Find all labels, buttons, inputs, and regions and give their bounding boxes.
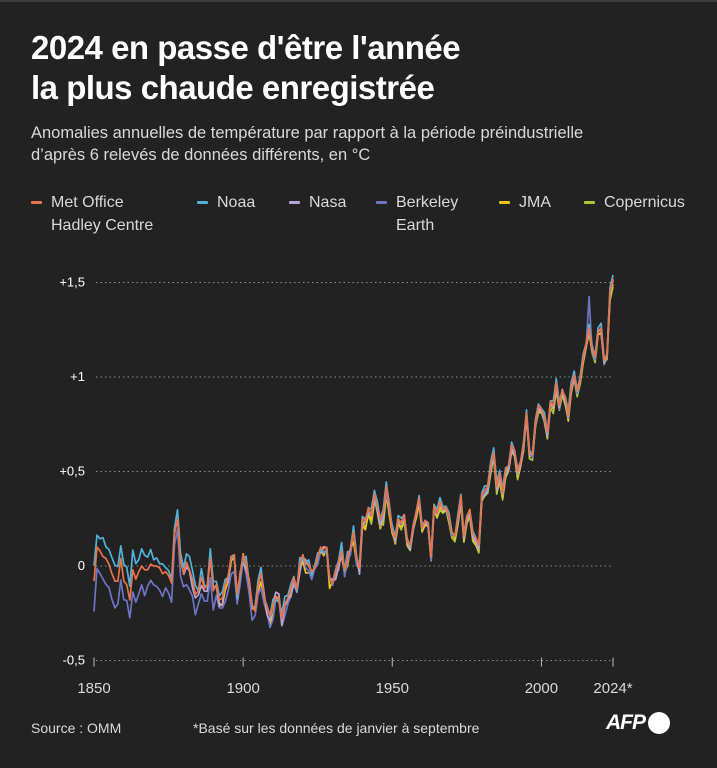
- x-tick-label: 1950: [376, 680, 409, 697]
- legend-label: Met Office: [51, 194, 124, 211]
- legend-label: Copernicus: [604, 194, 685, 211]
- afp-logo: AFP: [606, 711, 670, 735]
- legend-item-nasa: Nasa: [289, 191, 346, 214]
- title-line-1: 2024 en passe d'être l'année: [31, 29, 461, 66]
- y-tick-label: +0,5: [59, 464, 85, 479]
- legend-label: Berkeley: [396, 194, 459, 211]
- legend-label: Noaa: [217, 194, 256, 211]
- legend-item-met-office: Met Office Hadley Centre: [31, 191, 153, 237]
- x-tick-label: 2024*: [593, 680, 632, 697]
- chart-gridlines: [96, 282, 612, 661]
- legend-item-copernicus: Copernicus: [584, 191, 685, 214]
- legend-swatch-berkeley: [376, 201, 387, 204]
- y-axis-ticks: -0,5 0 +0,5 +1 +1,5: [59, 275, 85, 668]
- chart-legend: Met Office Hadley Centre Noaa Nasa Berkel…: [0, 191, 717, 241]
- title-line-2: la plus chaude enregistrée: [31, 69, 435, 106]
- legend-label: Nasa: [309, 194, 347, 211]
- afp-logo-text: AFP: [606, 711, 646, 734]
- top-border: [0, 0, 717, 2]
- y-tick-label: +1: [70, 369, 85, 384]
- legend-label: JMA: [519, 194, 551, 211]
- legend-item-noaa: Noaa: [197, 191, 255, 214]
- legend-label-line2: Earth: [396, 217, 435, 234]
- legend-item-jma: JMA: [499, 191, 551, 214]
- legend-swatch-met-office: [31, 201, 42, 204]
- series-line-met-office-hadley-centre: [93, 278, 614, 620]
- afp-logo-dot-icon: [648, 712, 670, 734]
- legend-swatch-nasa: [289, 201, 300, 204]
- x-tick-label: 1850: [77, 680, 110, 697]
- source-note: Source : OMM: [31, 720, 122, 736]
- legend-swatch-copernicus: [584, 201, 595, 204]
- y-tick-label: -0,5: [63, 653, 85, 668]
- series-line-jma: [215, 283, 614, 626]
- legend-item-berkeley: Berkeley Earth: [376, 191, 458, 237]
- footnote: *Basé sur les données de janvier à septe…: [193, 720, 480, 736]
- legend-swatch-jma: [499, 201, 510, 204]
- page-title: 2024 en passe d'être l'année la plus cha…: [31, 28, 461, 108]
- y-tick-label: +1,5: [59, 275, 85, 290]
- chart-series: [93, 274, 614, 629]
- x-tick-label: 2000: [525, 680, 558, 697]
- x-tick-label: 1900: [226, 680, 259, 697]
- y-tick-label: 0: [78, 558, 85, 573]
- chart-subtitle: Anomalies annuelles de température par r…: [31, 122, 583, 166]
- subtitle-line-2: d’après 6 relevés de données différents,…: [31, 146, 371, 164]
- subtitle-line-1: Anomalies annuelles de température par r…: [31, 124, 584, 142]
- legend-swatch-noaa: [197, 201, 208, 204]
- legend-label-line2: Hadley Centre: [51, 217, 154, 234]
- x-axis-ticks: 1850 1900 1950 2000 2024*: [77, 657, 633, 697]
